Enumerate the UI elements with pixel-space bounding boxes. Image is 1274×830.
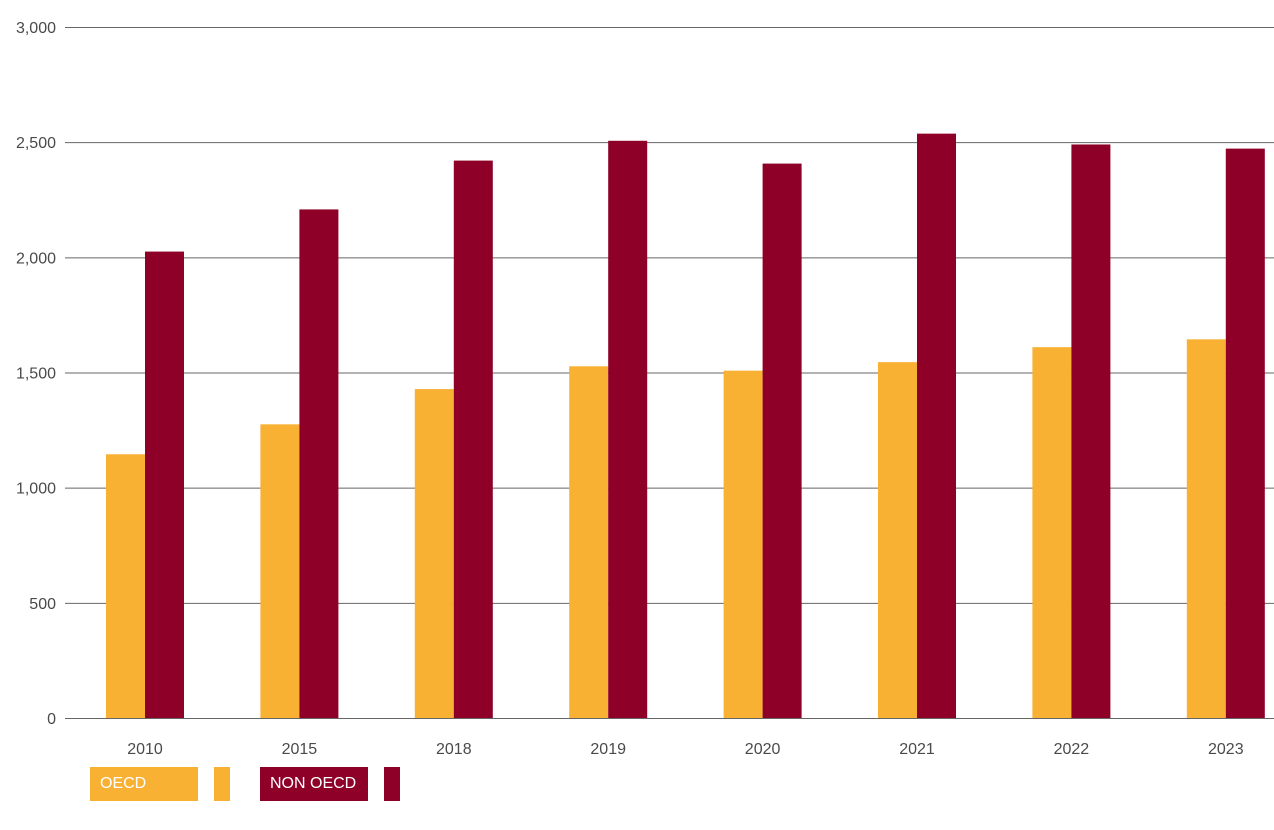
- x-axis-tick-labels: 2010 2015 2018 2019 2020 2021 2022 2023: [127, 741, 1243, 758]
- bar-oecd-2010: [106, 454, 145, 718]
- legend-label-oecd: OECD: [90, 767, 198, 801]
- bar-non-oecd-2020: [762, 163, 802, 719]
- bars: [106, 133, 1265, 719]
- y-tick-label: 500: [29, 596, 56, 613]
- y-tick-label: 2,000: [16, 250, 56, 267]
- x-tick-label: 2021: [899, 741, 935, 758]
- x-tick-label: 2022: [1054, 741, 1090, 758]
- legend-swatch-non-oecd: [384, 767, 400, 801]
- bar-oecd-2020: [723, 370, 763, 718]
- x-tick-label: 2019: [590, 741, 626, 758]
- y-tick-label: 0: [47, 711, 56, 728]
- bar-oecd-2019: [569, 366, 609, 718]
- bar-oecd-2015: [260, 424, 300, 718]
- x-tick-label: 2023: [1208, 741, 1244, 758]
- y-tick-label: 2,500: [16, 135, 56, 152]
- y-tick-label: 1,000: [16, 481, 56, 498]
- legend-swatch-oecd: [214, 767, 230, 801]
- y-tick-label: 3,000: [16, 20, 56, 37]
- bar-non-oecd-2022: [1071, 144, 1111, 719]
- legend-label-non-oecd: NON OECD: [260, 767, 368, 801]
- bar-non-oecd-2015: [299, 209, 339, 718]
- bar-oecd-2023: [1186, 339, 1226, 718]
- bar-oecd-2018: [414, 389, 454, 718]
- y-axis-tick-labels: 0 500 1,000 1,500 2,000 2,500 3,000: [16, 20, 56, 728]
- bar-non-oecd-2018: [453, 160, 493, 719]
- bar-oecd-2022: [1032, 347, 1072, 718]
- x-tick-label: 2010: [127, 741, 163, 758]
- y-tick-label: 1,500: [16, 366, 56, 383]
- bar-non-oecd-2019: [608, 140, 648, 718]
- bar-non-oecd-2021: [917, 133, 956, 718]
- bar-non-oecd-2023: [1225, 148, 1265, 719]
- bar-oecd-2021: [878, 362, 917, 718]
- bar-non-oecd-2010: [145, 251, 184, 718]
- x-tick-label: 2015: [282, 741, 318, 758]
- x-tick-label: 2020: [745, 741, 781, 758]
- x-tick-label: 2018: [436, 741, 472, 758]
